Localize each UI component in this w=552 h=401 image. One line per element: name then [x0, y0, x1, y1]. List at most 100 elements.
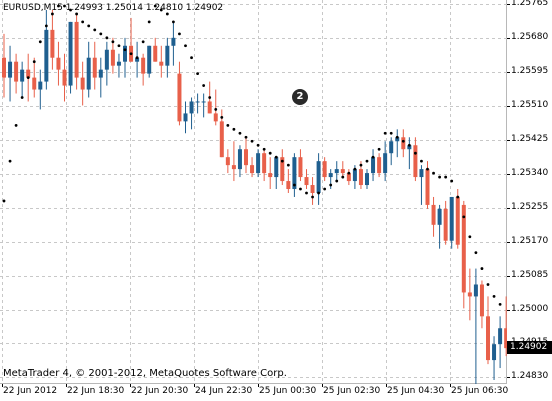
parabolic-sar-dot: [347, 171, 351, 175]
price-axis-tick: [507, 310, 510, 311]
parabolic-sar-dot: [196, 72, 200, 76]
candle-bear: [340, 169, 345, 174]
parabolic-sar-dot: [498, 302, 502, 306]
parabolic-sar-dot: [389, 131, 393, 135]
candle-bear: [92, 57, 97, 78]
parabolic-sar-dot: [426, 167, 429, 171]
time-axis-tick: [66, 384, 67, 387]
price-axis-tick: [507, 276, 510, 277]
candle-bull: [123, 45, 127, 62]
candle-bull: [316, 161, 321, 193]
parabolic-sar-dot: [329, 183, 333, 187]
parabolic-sar-dot: [226, 123, 230, 127]
time-axis-tick: [258, 384, 259, 387]
parabolic-sar-dot: [268, 151, 272, 155]
candle-bull: [68, 21, 73, 86]
parabolic-sar-dot: [456, 195, 460, 199]
price-axis-label: 1.25595: [511, 66, 549, 76]
candle-bear: [244, 149, 248, 166]
candle-bear: [286, 181, 291, 190]
parabolic-sar-dot: [44, 24, 48, 28]
parabolic-sar-dot: [32, 60, 36, 64]
parabolic-sar-dot: [202, 84, 206, 87]
candle-bear: [298, 157, 303, 178]
price-chart-svg: [0, 0, 507, 384]
candle-bull: [492, 344, 497, 361]
price-axis-tick: [507, 377, 510, 378]
time-axis-label: 22 Jun 20:30: [131, 386, 189, 396]
candle-bull: [292, 157, 297, 190]
parabolic-sar-dot: [8, 159, 12, 163]
candle-bear: [177, 73, 182, 122]
chart-plot-area[interactable]: [0, 0, 507, 384]
candle-bear: [2, 57, 6, 78]
candle-bull: [201, 101, 206, 103]
candle-bear: [250, 165, 255, 174]
parabolic-sar-dot: [135, 56, 139, 60]
time-axis-label: 24 Jun 22:30: [195, 386, 253, 396]
candle-bull: [419, 169, 424, 178]
candle-bear: [110, 49, 115, 66]
parabolic-sar-dot: [450, 179, 454, 183]
parabolic-sar-dot: [280, 159, 284, 163]
time-axis-label: 22 Jun 18:30: [67, 386, 125, 396]
time-axis-tick: [130, 384, 131, 387]
parabolic-sar-dot: [256, 143, 260, 147]
candle-bull: [365, 173, 369, 186]
candle-bear: [322, 161, 327, 178]
parabolic-sar-dot: [383, 131, 387, 135]
parabolic-sar-dot: [147, 20, 151, 24]
time-axis-tick: [2, 384, 3, 387]
parabolic-sar-dot: [63, 4, 66, 8]
parabolic-sar-dot: [81, 20, 85, 24]
price-axis-label: 1.24830: [511, 371, 549, 381]
candle-bull: [8, 61, 13, 78]
parabolic-sar-dot: [184, 44, 187, 48]
parabolic-sar-dot: [262, 147, 266, 151]
parabolic-sar-dot: [377, 147, 381, 151]
object-label-badge[interactable]: 2: [292, 89, 308, 105]
candle-bear: [26, 69, 31, 78]
parabolic-sar-dot: [407, 143, 411, 147]
candle-bear: [467, 292, 472, 297]
price-axis-label: 1.25425: [511, 134, 549, 144]
candle-bull: [195, 101, 200, 103]
candle-bear: [413, 145, 418, 178]
candle-bear: [479, 284, 484, 317]
candle-bull: [473, 284, 478, 297]
candle-bull: [104, 49, 109, 70]
price-axis-label: 1.25510: [511, 100, 549, 110]
time-axis-label: 25 Jun 06:30: [451, 386, 509, 396]
candle-bear: [80, 77, 85, 90]
parabolic-sar-dot: [172, 20, 175, 24]
candle-bear: [377, 157, 382, 174]
candle-bear: [310, 185, 315, 193]
parabolic-sar-dot: [26, 76, 30, 80]
candle-bear: [455, 196, 460, 245]
parabolic-sar-dot: [353, 167, 357, 171]
parabolic-sar-dot: [165, 12, 169, 16]
time-axis-tick: [386, 384, 387, 387]
candle-bear: [50, 29, 55, 58]
parabolic-sar-dot: [111, 40, 115, 44]
parabolic-sar-dot: [123, 48, 127, 52]
parabolic-sar-dot: [99, 32, 103, 36]
candle-bear: [225, 157, 230, 166]
parabolic-sar-dot: [87, 24, 91, 28]
candle-bear: [74, 21, 79, 78]
parabolic-sar-dot: [414, 151, 417, 155]
candle-bull: [371, 157, 376, 174]
price-axis-label: 1.25340: [511, 168, 549, 178]
candle-bull: [237, 149, 242, 170]
price-axis-label: 1.25680: [511, 32, 549, 42]
parabolic-sar-dot: [311, 195, 314, 199]
candle-bull: [189, 101, 194, 114]
parabolic-sar-dot: [51, 12, 54, 16]
current-price-tag: 1.24902: [507, 341, 552, 354]
parabolic-sar-dot: [141, 40, 145, 44]
parabolic-sar-dot: [244, 135, 248, 139]
candle-bull: [38, 81, 43, 90]
parabolic-sar-dot: [117, 44, 121, 48]
time-axis-label: 25 Jun 00:30: [259, 386, 317, 396]
